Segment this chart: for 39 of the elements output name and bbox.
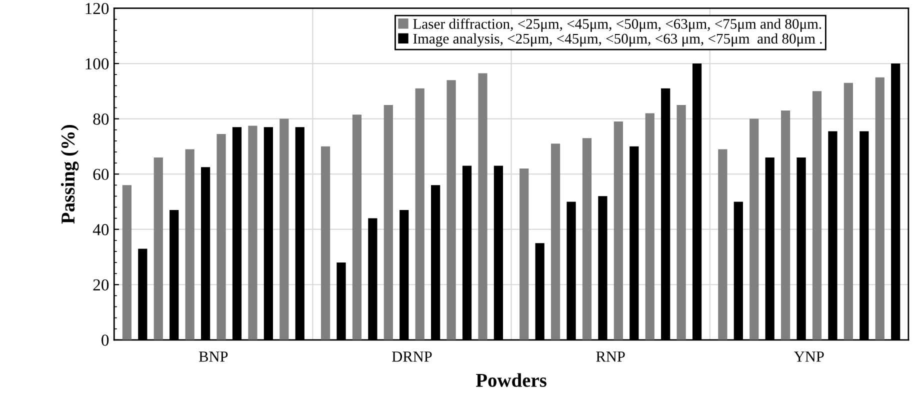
- bar: [844, 82, 854, 340]
- bar: [280, 118, 289, 340]
- bar: [185, 149, 194, 340]
- bar: [384, 104, 393, 340]
- bar: [550, 144, 560, 340]
- bar: [582, 138, 592, 340]
- bar: [812, 91, 822, 340]
- y-tick-label: 100: [86, 58, 109, 70]
- legend-label: Laser diffraction, <25μm, <45μm, <50μm, <63μm, <75μm and 80μm.: [413, 18, 822, 32]
- bar: [718, 149, 728, 340]
- y-tick-label: 20: [93, 279, 109, 291]
- bar: [248, 126, 258, 340]
- bar: [122, 185, 132, 340]
- legend-label: Image analysis, <25μm, <45μm, <50μm, <63 μm, <75μm and 80μm .: [413, 33, 822, 47]
- bar: [520, 168, 529, 340]
- bar: [645, 113, 654, 340]
- bar: [875, 77, 884, 340]
- bar: [750, 118, 759, 340]
- y-tick-label: 120: [86, 2, 109, 14]
- bar: [320, 146, 330, 340]
- y-tick-label: 40: [92, 224, 109, 236]
- bar: [478, 73, 488, 340]
- bar: [781, 110, 790, 340]
- x-axis-title: Powders: [476, 373, 546, 387]
- y-tick-label: 0: [102, 334, 109, 346]
- x-tick-label: RNP: [596, 352, 625, 362]
- bar: [154, 157, 163, 340]
- y-axis-title: Passing (%): [60, 124, 79, 224]
- bar: [614, 122, 623, 340]
- bar: [216, 134, 226, 340]
- y-tick-label: 60: [93, 168, 109, 180]
- bar: [352, 114, 362, 340]
- x-tick-label: DRNP: [392, 352, 432, 362]
- x-tick-label: BNP: [198, 352, 228, 362]
- bar: [446, 80, 456, 340]
- y-tick-label: 80: [93, 113, 109, 125]
- x-tick-label: YNP: [794, 352, 824, 362]
- bar: [415, 88, 424, 340]
- bar: [676, 104, 686, 340]
